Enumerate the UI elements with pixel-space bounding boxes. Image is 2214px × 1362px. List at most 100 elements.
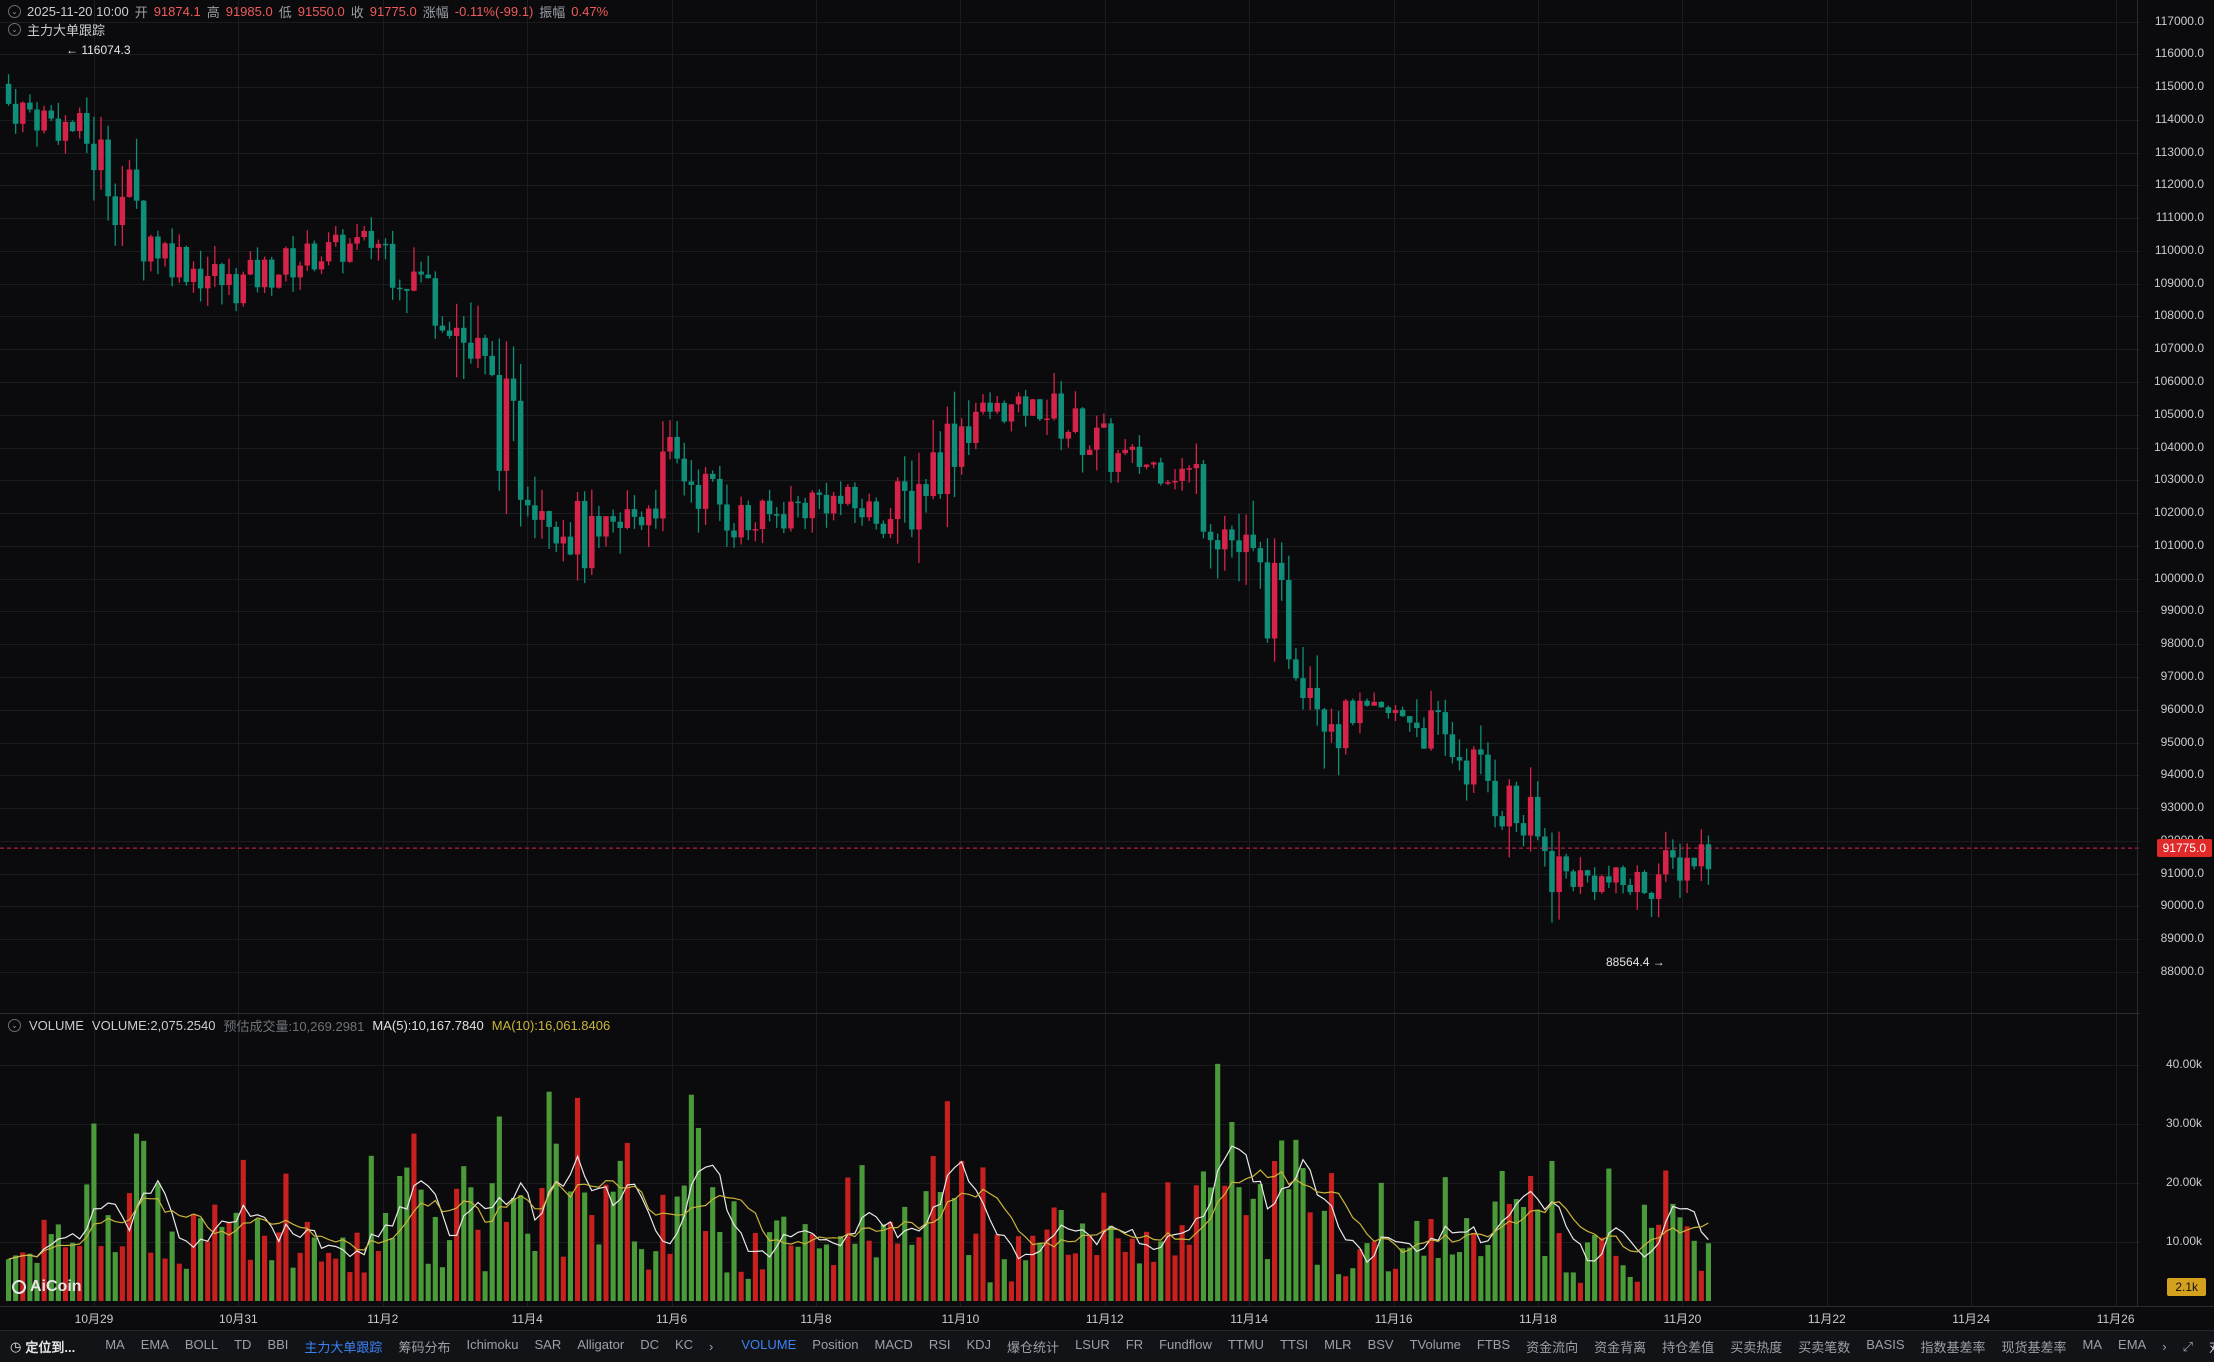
sub-indicator-1[interactable]: Position xyxy=(812,1337,859,1352)
price-tick: 94000.0 xyxy=(2160,767,2204,782)
grid-line xyxy=(527,0,529,1306)
volume-bar xyxy=(48,1234,54,1301)
sub-indicator-3[interactable]: RSI xyxy=(928,1337,951,1352)
candle-body xyxy=(176,247,183,278)
volume-bar xyxy=(55,1224,61,1301)
candle-body xyxy=(133,169,140,201)
grid-line xyxy=(0,808,2140,810)
candle-body xyxy=(1257,548,1264,563)
ohlc-info-bar: ⌄ 2025-11-20 10:00 开 91874.1 高 91985.0 低 91… xyxy=(8,2,608,21)
sub-indicator-8[interactable]: Fundflow xyxy=(1159,1337,1212,1352)
time-axis[interactable]: 10月29 10月31 11月2 11月4 11月6 11月8 11月10 11月12 11月1… xyxy=(0,1306,2214,1327)
main-indicator-1[interactable]: EMA xyxy=(140,1337,169,1352)
main-indicator-9[interactable]: Alligator xyxy=(577,1337,625,1352)
candle-body xyxy=(688,481,695,485)
sub-indicator-4[interactable]: KDJ xyxy=(966,1337,992,1352)
sub-indicator-23[interactable]: MA xyxy=(2082,1337,2103,1352)
pane-divider[interactable] xyxy=(0,1013,2140,1014)
candle-body xyxy=(1470,749,1477,785)
candle-body xyxy=(1001,402,1008,422)
sub-indicator-12[interactable]: BSV xyxy=(1367,1337,1394,1352)
sub-indicator-21[interactable]: 指数基差率 xyxy=(1920,1340,1986,1355)
volume-tick: 10.00k xyxy=(2165,1234,2202,1249)
sub-indicator-7[interactable]: FR xyxy=(1125,1337,1144,1352)
expand-icon[interactable]: ⤢ xyxy=(2182,1338,2193,1354)
sub-indicator-list: VOLUME Position MACD RSI KDJ 爆仓统计 LSUR FR Fundfl… xyxy=(733,1337,2154,1356)
sub-indicator-13[interactable]: TVolume xyxy=(1409,1337,1461,1352)
log-scale-toggle[interactable]: 对数 xyxy=(2201,1337,2214,1356)
candle-body xyxy=(1342,700,1349,749)
candle-body xyxy=(446,330,453,336)
volume-bar xyxy=(134,1133,140,1301)
candle-body xyxy=(396,287,403,290)
amplitude-value: 0.47% xyxy=(571,4,609,19)
candle-body xyxy=(973,411,979,443)
candle-body xyxy=(1449,734,1456,758)
sub-indicator-17[interactable]: 持仓差值 xyxy=(1662,1340,1715,1355)
grid-line xyxy=(1538,0,1539,1306)
locate-button[interactable]: ◷ 定位到... xyxy=(0,1337,85,1356)
more-icon[interactable]: › xyxy=(2162,1339,2167,1354)
volume-bar xyxy=(425,1263,431,1301)
price-tick: 111000.0 xyxy=(2155,210,2204,225)
volume-bar xyxy=(631,1241,638,1301)
sub-indicator-14[interactable]: FTBS xyxy=(1476,1337,1511,1352)
volume-bar xyxy=(937,1192,943,1301)
sub-indicator-10[interactable]: TTSI xyxy=(1279,1337,1309,1352)
main-indicator-2[interactable]: BOLL xyxy=(184,1337,219,1352)
price-chart[interactable] xyxy=(0,0,2140,1016)
sub-indicator-16[interactable]: 资金背离 xyxy=(1594,1340,1647,1355)
collapse-icon[interactable]: ⌄ xyxy=(8,23,21,36)
sub-indicator-11[interactable]: MLR xyxy=(1324,1337,1352,1352)
price-tick: 113000.0 xyxy=(2154,144,2204,159)
sub-indicator-22[interactable]: 现货基差率 xyxy=(2001,1340,2067,1355)
change-label: 涨幅 xyxy=(422,5,449,20)
candle-body xyxy=(1150,462,1157,465)
high-value: 91985.0 xyxy=(225,4,273,19)
main-indicator-5[interactable]: 主力大单跟踪 xyxy=(304,1340,383,1355)
volume-chart[interactable] xyxy=(0,1016,2140,1306)
candle-body xyxy=(1705,844,1712,870)
candle-body xyxy=(901,481,908,491)
grid-line xyxy=(238,0,240,1306)
sub-indicator-18[interactable]: 买卖热度 xyxy=(1730,1340,1783,1355)
indicator-label[interactable]: 主力大单跟踪 xyxy=(27,23,106,38)
collapse-icon[interactable]: ⌄ xyxy=(8,1019,21,1032)
main-indicator-7[interactable]: Ichimoku xyxy=(466,1337,519,1352)
candle-body xyxy=(91,143,97,171)
volume-bar xyxy=(973,1233,979,1301)
price-axis[interactable]: 117000.0 116000.0 115000.0 114000.0 113000.0… xyxy=(2137,0,2214,1306)
volume-name[interactable]: VOLUME xyxy=(29,1018,84,1033)
sub-indicator-0[interactable]: VOLUME xyxy=(741,1337,797,1352)
candle-body xyxy=(560,536,567,544)
sub-indicator-5[interactable]: 爆仓统计 xyxy=(1007,1340,1060,1355)
sub-indicator-19[interactable]: 买卖笔数 xyxy=(1798,1340,1851,1355)
sub-indicator-6[interactable]: LSUR xyxy=(1075,1337,1110,1352)
candle-body xyxy=(1520,823,1527,836)
sub-indicator-20[interactable]: BASIS xyxy=(1866,1337,1905,1352)
sub-indicator-2[interactable]: MACD xyxy=(874,1337,913,1352)
volume-bar xyxy=(311,1237,317,1301)
sub-indicator-24[interactable]: EMA xyxy=(2118,1337,2147,1352)
sub-indicator-15[interactable]: 资金流向 xyxy=(1526,1340,1579,1355)
low-label: 低 xyxy=(278,5,292,20)
more-icon[interactable]: › xyxy=(709,1339,714,1354)
candle-body xyxy=(404,288,410,291)
sub-indicator-9[interactable]: TTMU xyxy=(1227,1337,1264,1352)
main-indicator-3[interactable]: TD xyxy=(234,1337,252,1352)
main-indicator-10[interactable]: DC xyxy=(640,1337,659,1352)
main-indicator-0[interactable]: MA xyxy=(105,1337,125,1352)
main-indicator-6[interactable]: 筹码分布 xyxy=(398,1340,451,1355)
volume-bar xyxy=(439,1267,445,1301)
time-tick: 11月20 xyxy=(1663,1312,1702,1326)
main-indicator-4[interactable]: BBI xyxy=(267,1337,289,1352)
collapse-icon[interactable]: ⌄ xyxy=(8,5,21,18)
main-indicator-11[interactable]: KC xyxy=(674,1337,694,1352)
candle-body xyxy=(987,402,993,412)
main-indicator-8[interactable]: SAR xyxy=(534,1337,562,1352)
grid-line xyxy=(0,644,2140,646)
volume-bar xyxy=(1286,1189,1292,1301)
volume-bar xyxy=(1542,1256,1548,1301)
volume-bar xyxy=(489,1183,495,1301)
candle-body xyxy=(496,375,503,471)
